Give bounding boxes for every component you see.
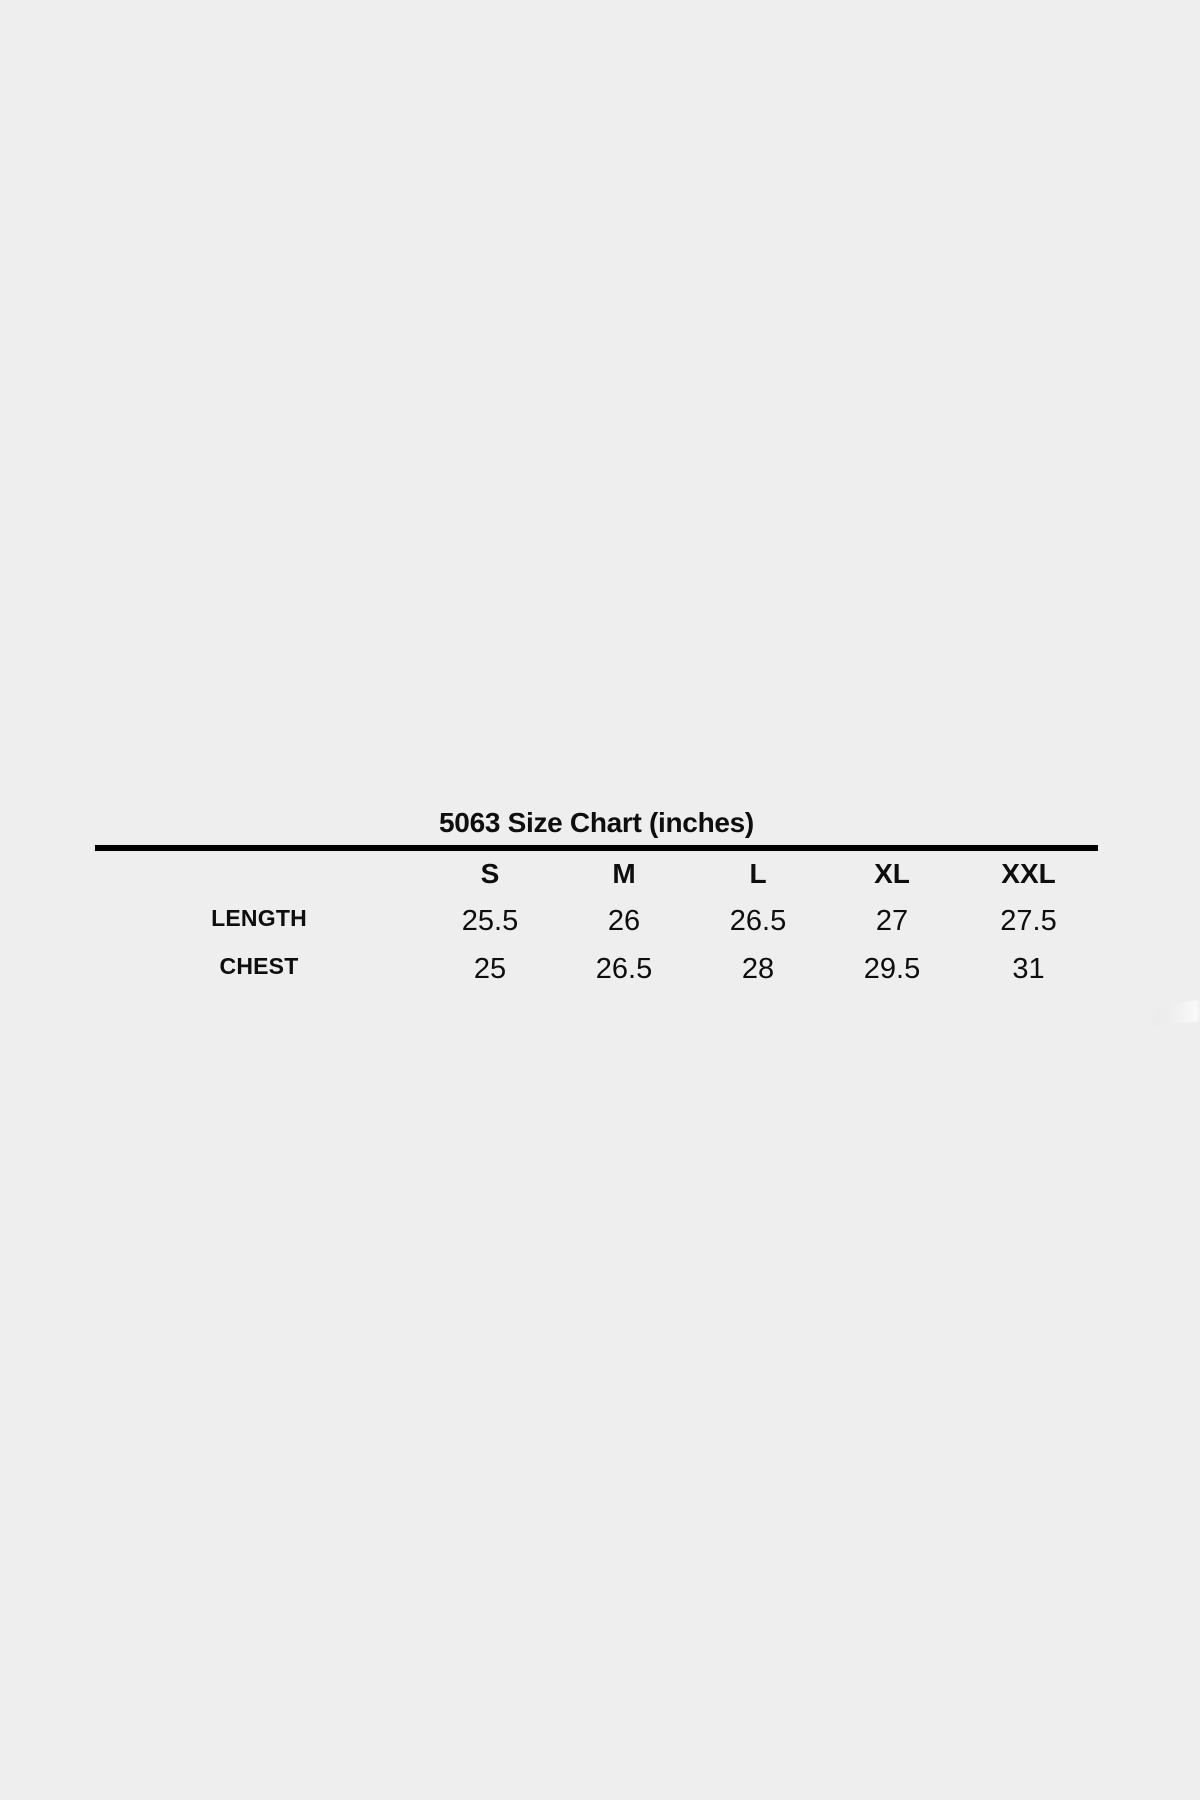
column-header-m: M — [612, 858, 636, 889]
cell-length-m: 26 — [607, 904, 641, 937]
cell-length-s: 25.5 — [461, 904, 519, 937]
size-table: S M L XL XXL LENGTH 25.5 26 26.5 27 27.5… — [95, 851, 1098, 993]
column-header-xxl: XXL — [1001, 858, 1056, 889]
cell-chest-s: 25 — [473, 952, 507, 985]
cell-length-l: 26.5 — [729, 904, 787, 937]
cell-length-xl: 27 — [875, 904, 909, 937]
cell-chest-m: 26.5 — [595, 952, 653, 985]
cell-chest-l: 28 — [741, 952, 775, 985]
cell-length-xxl: 27.5 — [1000, 904, 1057, 937]
photo-corner-artifact — [1146, 999, 1200, 1027]
column-header-xl: XL — [874, 858, 910, 889]
column-header-l: L — [749, 858, 767, 889]
cell-chest-xxl: 31 — [1012, 952, 1045, 985]
row-label-length: LENGTH — [211, 904, 307, 931]
column-header-s: S — [480, 858, 500, 889]
row-label-chest: CHEST — [219, 952, 299, 979]
cell-chest-xl: 29.5 — [863, 952, 921, 985]
title-divider-line — [95, 845, 1098, 851]
size-chart-title: 5063 Size Chart (inches) — [439, 807, 754, 838]
